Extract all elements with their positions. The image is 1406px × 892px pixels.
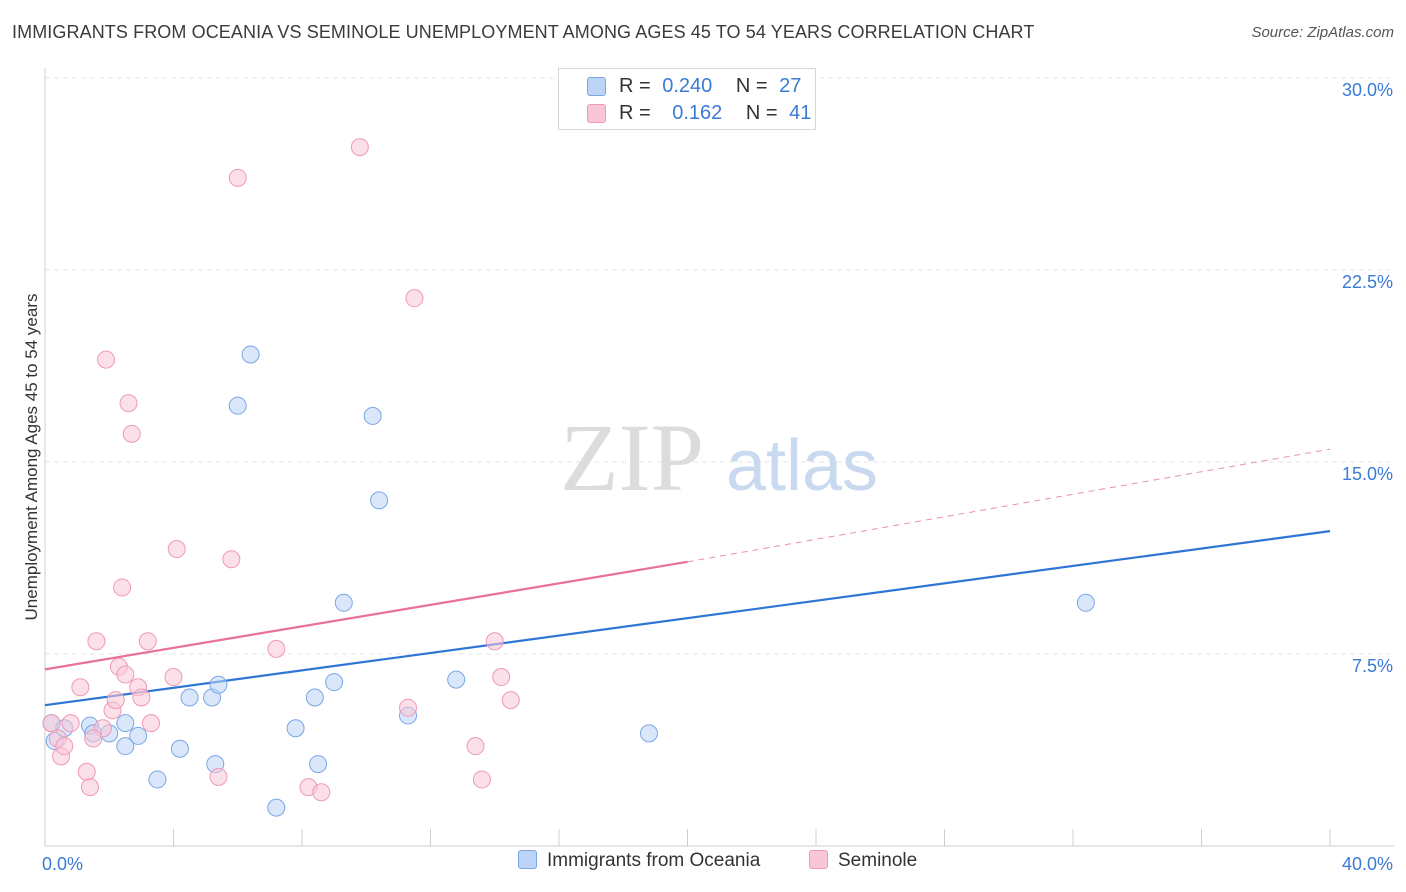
trend-line-oceania (44, 530, 1331, 707)
data-point-oceania (116, 714, 135, 733)
data-point-seminole (77, 762, 96, 781)
data-point-oceania (241, 345, 260, 364)
data-point-seminole (119, 394, 138, 413)
legend-swatch-oceania (518, 850, 537, 869)
data-point-seminole (87, 632, 106, 651)
data-point-oceania (363, 406, 382, 425)
data-point-seminole (42, 714, 61, 733)
chart-title: IMMIGRANTS FROM OCEANIA VS SEMINOLE UNEM… (12, 22, 1035, 42)
legend-item-oceania: Immigrants from Oceania (518, 850, 760, 872)
r-value-seminole: 0.162 (672, 102, 723, 124)
r-value-oceania: 0.240 (662, 75, 713, 97)
data-point-seminole (132, 688, 151, 707)
data-point-oceania (370, 491, 389, 510)
data-point-seminole (142, 714, 161, 733)
correlation-legend: R = 0.240 N = 27 R = 0.162 N = 41 (558, 68, 816, 130)
watermark-zip: ZIP (560, 404, 704, 511)
data-point-oceania (170, 739, 189, 758)
data-point-oceania (325, 673, 344, 692)
data-point-seminole (466, 737, 485, 756)
data-point-oceania (639, 724, 658, 743)
data-point-oceania (116, 737, 135, 756)
legend-swatch-seminole (587, 104, 606, 123)
legend-swatch-seminole (809, 850, 828, 869)
data-point-seminole (350, 138, 369, 157)
data-point-oceania (447, 670, 466, 689)
data-point-seminole (228, 168, 247, 187)
grid-lines (45, 77, 1394, 655)
data-point-seminole (97, 350, 116, 369)
tick-labels: 7.5% 15.0% 22.5% 30.0% 0.0% 40.0% (42, 80, 1393, 874)
data-point-oceania (1076, 593, 1095, 612)
data-point-seminole (492, 668, 511, 687)
legend-row-oceania: R = 0.240 N = 27 (619, 75, 801, 98)
data-point-oceania (286, 719, 305, 738)
data-point-seminole (267, 639, 286, 658)
n-label: N = (745, 102, 778, 124)
data-point-seminole (472, 770, 491, 789)
data-points (42, 138, 1095, 817)
data-point-oceania (148, 770, 167, 789)
x-tick-label: 0.0% (42, 854, 83, 874)
data-point-oceania (334, 593, 353, 612)
data-point-oceania (129, 726, 148, 745)
data-point-seminole (209, 767, 228, 786)
y-axis-label: Unemployment Among Ages 45 to 54 years (22, 293, 41, 621)
legend-label-oceania: Immigrants from Oceania (547, 850, 761, 871)
r-label: R = (619, 75, 651, 97)
axes (44, 68, 1394, 847)
data-point-seminole (399, 698, 418, 717)
data-point-seminole (222, 550, 241, 569)
data-point-seminole (164, 668, 183, 687)
r-label: R = (619, 102, 651, 124)
watermark-atlas: atlas (726, 426, 878, 506)
y-tick-label: 15.0% (1342, 464, 1393, 484)
data-point-seminole (55, 737, 74, 756)
trend-line-seminole-extension (687, 448, 1331, 563)
legend-swatch-oceania (587, 77, 606, 96)
watermark: ZIP atlas (560, 404, 878, 511)
data-point-seminole (106, 691, 125, 710)
data-point-oceania (228, 396, 247, 415)
data-point-oceania (309, 755, 328, 774)
data-point-seminole (122, 424, 141, 443)
y-tick-label: 30.0% (1342, 80, 1393, 100)
data-point-seminole (84, 729, 103, 748)
data-point-seminole (405, 289, 424, 308)
n-label: N = (735, 75, 768, 97)
trend-line-seminole (44, 560, 688, 671)
y-tick-label: 22.5% (1342, 272, 1393, 292)
legend-item-seminole: Seminole (809, 850, 917, 872)
data-point-seminole (113, 578, 132, 597)
data-point-seminole (485, 632, 504, 651)
data-point-seminole (116, 665, 135, 684)
y-tick-label: 7.5% (1352, 656, 1393, 676)
data-point-seminole (501, 691, 520, 710)
data-point-oceania (267, 798, 286, 817)
source-label: Source: ZipAtlas.com (1251, 24, 1394, 41)
data-point-oceania (209, 675, 228, 694)
data-point-seminole (80, 778, 99, 797)
n-value-oceania: 27 (779, 75, 802, 97)
data-point-seminole (138, 632, 157, 651)
legend-label-seminole: Seminole (838, 850, 918, 871)
trend-lines (44, 448, 1331, 707)
n-value-seminole: 41 (789, 102, 812, 124)
legend-row-seminole: R = 0.162 N = 41 (619, 102, 811, 125)
data-point-oceania (180, 688, 199, 707)
data-point-seminole (312, 783, 331, 802)
data-point-seminole (61, 714, 80, 733)
data-point-oceania (305, 688, 324, 707)
x-tick-label: 40.0% (1342, 854, 1393, 874)
data-point-seminole (167, 540, 186, 559)
data-point-seminole (71, 678, 90, 697)
